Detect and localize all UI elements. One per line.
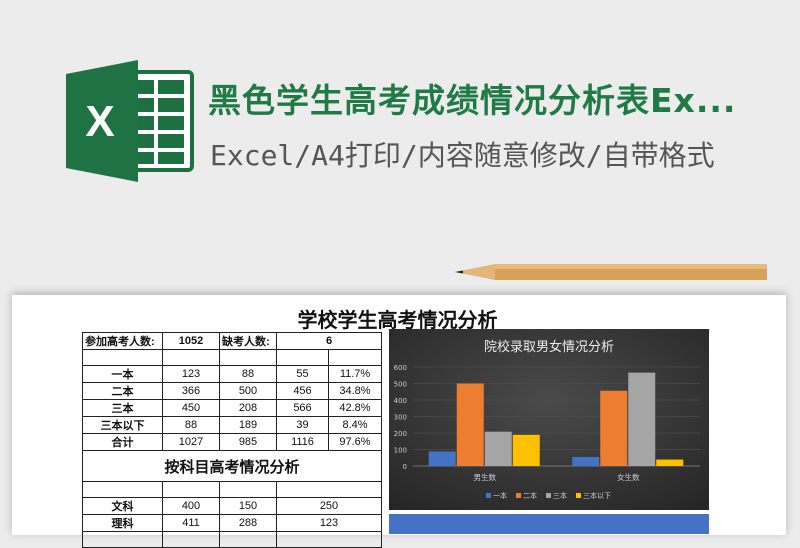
page-subtitle: Excel/A4打印/内容随意修改/自带格式 (210, 139, 715, 172)
legend-label: 一本 (493, 491, 507, 500)
cell: 88 (219, 365, 277, 383)
cell: 合计 (82, 433, 163, 451)
cell: 400 (162, 497, 220, 515)
cell: 55 (276, 365, 329, 383)
y-tick-label: 200 (394, 430, 407, 438)
y-tick-label: 400 (394, 397, 407, 405)
cell: 1052 (162, 332, 220, 350)
section-title: 按科目高考情况分析 (82, 450, 382, 482)
table-row: 三本 450 208 566 42.8% (82, 399, 382, 417)
cell: 39 (276, 416, 329, 434)
cell: 缺考人数: (219, 332, 277, 350)
table-row: 文科 400 150 250 (82, 497, 382, 515)
cell: 二本 (82, 382, 163, 400)
page-title: 黑色学生高考成绩情况分析表Ex... (208, 81, 737, 120)
table-row (82, 481, 382, 498)
y-tick-label: 0 (403, 463, 407, 471)
cell: 450 (162, 399, 220, 417)
table-row (82, 531, 382, 548)
cell: 208 (219, 399, 277, 417)
cell: 1116 (276, 433, 329, 451)
sheet-title: 学校学生高考情况分析 (297, 308, 498, 332)
y-tick-label: 500 (394, 381, 407, 389)
cell: 456 (276, 382, 329, 400)
cell: 理科 (82, 514, 163, 532)
table-row: 一本 123 88 55 11.7% (82, 365, 382, 383)
cell: 366 (162, 382, 220, 400)
bar-男生数-一本 (428, 451, 456, 466)
bar-男生数-二本 (456, 383, 484, 466)
cell: 8.4% (328, 416, 382, 434)
cell: 189 (219, 416, 277, 434)
x-tick-label: 男生数 (474, 472, 497, 482)
cell: 288 (219, 514, 277, 532)
legend-label: 三本 (553, 491, 567, 500)
chart-title: 院校录取男女情况分析 (484, 339, 614, 355)
bar-女生数-三本 (628, 372, 656, 466)
cell: 11.7% (328, 365, 382, 383)
summary-row: 参加高考人数: 1052 缺考人数: 6 (82, 332, 382, 350)
cell: 250 (276, 497, 382, 515)
y-tick-label: 100 (394, 447, 407, 455)
cell: 150 (219, 497, 277, 515)
y-tick-label: 300 (394, 414, 407, 422)
bar-男生数-三本 (484, 431, 512, 466)
x-tick-label: 女生数 (617, 472, 640, 482)
y-tick-label: 600 (394, 364, 407, 372)
bar-女生数-一本 (572, 456, 600, 466)
legend-swatch (516, 493, 521, 498)
excel-logo-icon: X (66, 60, 194, 182)
pencil-icon (455, 264, 767, 280)
bar-男生数-三本以下 (512, 434, 540, 466)
table-row: 三本以下 88 189 39 8.4% (82, 416, 382, 434)
table-row: 合计 1027 985 1116 97.6% (82, 433, 382, 451)
table-row (82, 349, 382, 366)
cell: 123 (162, 365, 220, 383)
cell: 88 (162, 416, 220, 434)
bar-女生数-三本以下 (656, 459, 684, 466)
cell: 985 (219, 433, 277, 451)
legend-swatch (546, 493, 551, 498)
table-row: 理科 411 288 123 (82, 514, 382, 532)
cell: 566 (276, 399, 329, 417)
cell: 文科 (82, 497, 163, 515)
bar-女生数-二本 (600, 390, 628, 466)
cell: 411 (162, 514, 220, 532)
cell: 参加高考人数: (82, 332, 163, 350)
cell: 500 (219, 382, 277, 400)
cell: 34.8% (328, 382, 382, 400)
cell: 6 (276, 332, 382, 350)
cell: 一本 (82, 365, 163, 383)
cell: 42.8% (328, 399, 382, 417)
legend-swatch (486, 493, 491, 498)
cell: 123 (276, 514, 382, 532)
cell: 97.6% (328, 433, 382, 451)
legend-label: 二本 (523, 491, 537, 500)
cell: 三本以下 (82, 416, 163, 434)
cell: 三本 (82, 399, 163, 417)
score-table: 参加高考人数: 1052 缺考人数: 6 一本 123 88 55 11.7% 二本 366… (82, 332, 382, 548)
legend-label: 三本以下 (583, 491, 611, 500)
cell: 1027 (162, 433, 220, 451)
next-chart-header (389, 514, 709, 534)
svg-text:X: X (85, 97, 114, 146)
legend-swatch (576, 493, 581, 498)
table-row: 二本 366 500 456 34.8% (82, 382, 382, 400)
